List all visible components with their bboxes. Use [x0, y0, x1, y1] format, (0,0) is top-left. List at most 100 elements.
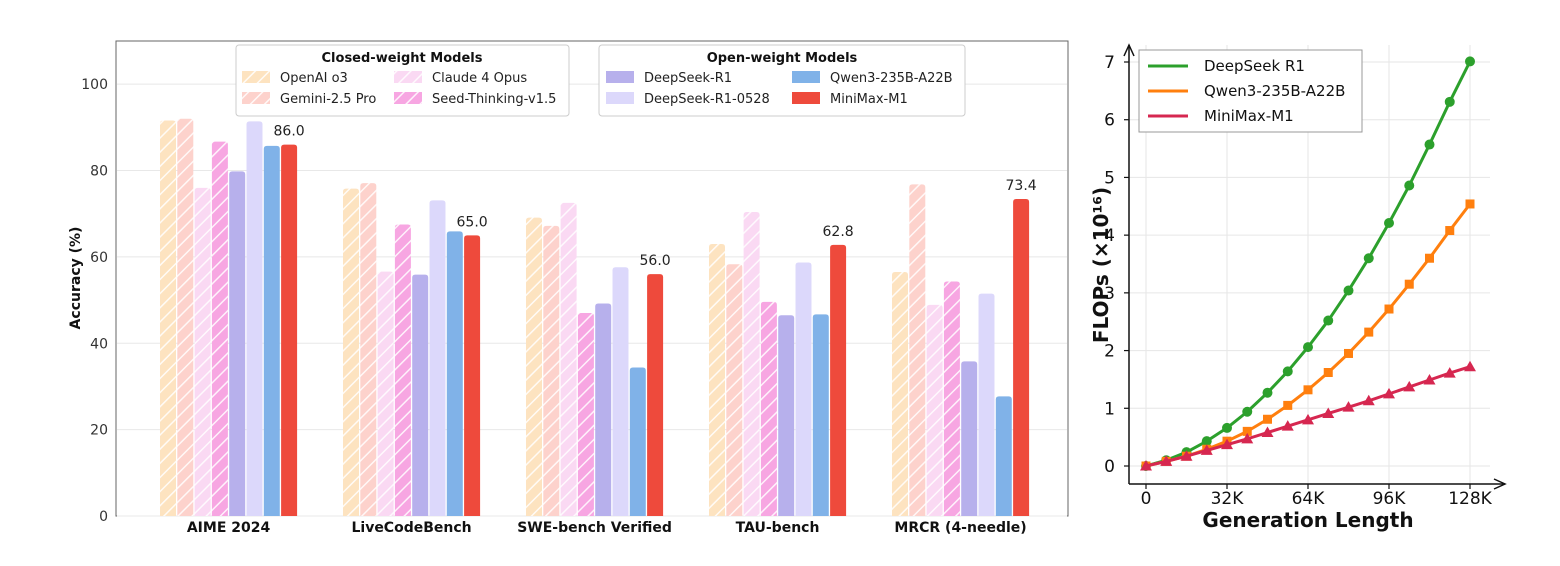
point-qwen3-235b-a22b	[1263, 414, 1272, 424]
point-qwen3-235b-a22b	[1242, 426, 1252, 436]
bar-data-label-swe-bench-verified: 56.0	[640, 253, 671, 269]
point-deepseek-r1	[1303, 342, 1313, 353]
legend-open-title: Open-weight Models	[707, 51, 858, 66]
legend-open-weight: Open-weight Models DeepSeek-R1 DeepSeek-R…	[598, 44, 966, 117]
bar-chart: 0 20 40 60 80 100 Accuracy (%) 86.0 65.0 56.0 62…	[68, 40, 1069, 536]
point-minimax-m1	[1241, 432, 1254, 444]
bar-category-label-mrcr-4-needle: MRCR (4-needle)	[894, 520, 1026, 536]
point-qwen3-235b-a22b	[1404, 279, 1414, 289]
point-minimax-m1	[1261, 426, 1274, 438]
point-minimax-m1	[1423, 374, 1436, 385]
bar-seed-thinking-v1-5-mrcr-4-needle	[943, 281, 960, 516]
point-deepseek-r1	[1384, 218, 1394, 229]
bar-y-tick-label: 100	[81, 77, 108, 93]
bar-deepseek-r1-aime-2024	[229, 171, 246, 516]
point-qwen3-235b-a22b	[1445, 226, 1455, 236]
bar-minimax-m1-livecodebench	[464, 235, 481, 516]
point-minimax-m1	[1200, 444, 1213, 455]
bar-claude-4-opus-tau-bench	[743, 212, 760, 516]
point-deepseek-r1	[1242, 406, 1253, 417]
bar-seed-thinking-v1-5-aime-2024	[211, 141, 228, 516]
point-minimax-m1	[1302, 413, 1314, 425]
point-minimax-m1	[1464, 360, 1476, 372]
point-deepseek-r1	[1262, 387, 1273, 398]
point-minimax-m1	[1160, 455, 1173, 466]
bar-y-tick-label: 20	[90, 423, 108, 439]
legend-label-gemini-2-5-pro: Gemini-2.5 Pro	[280, 92, 376, 107]
line-y-tick-label: 0	[1104, 457, 1115, 477]
legend-swatch-deepseek-r1-0528	[606, 92, 634, 104]
bar-qwen3-235b-a22b-livecodebench	[446, 231, 463, 516]
legend-open-frame	[598, 44, 966, 117]
bar-chart-y-axis-label: Accuracy (%)	[68, 227, 84, 330]
bar-deepseek-r1-mrcr-4-needle	[961, 361, 978, 516]
bar-chart-y-ticks: 0 20 40 60 80 100	[81, 77, 108, 525]
line-chart-x-ticks: 0 32K 64K 96K 128K	[1141, 484, 1493, 509]
bar-seed-thinking-v1-5-swe-bench-verified	[577, 313, 594, 516]
bar-deepseek-r1-tau-bench	[778, 315, 795, 516]
bar-gemini-2-5-pro-mrcr-4-needle	[909, 184, 926, 516]
point-minimax-m1	[1362, 394, 1375, 406]
bar-category-label-tau-bench: TAU-bench	[736, 520, 820, 536]
line-chart-y-axis-label: FLOPs (×10¹⁶)	[1089, 187, 1113, 343]
line-y-tick-label: 4	[1104, 226, 1115, 246]
point-qwen3-235b-a22b	[1364, 327, 1374, 337]
bar-gemini-2-5-pro-tau-bench	[726, 264, 743, 516]
bar-qwen3-235b-a22b-mrcr-4-needle	[995, 396, 1012, 516]
line-x-tick-label: 96K	[1373, 489, 1407, 509]
point-deepseek-r1	[1424, 139, 1435, 150]
bar-data-label-aime-2024: 86.0	[274, 124, 305, 140]
line-chart-x-axis-label: Generation Length	[1202, 508, 1413, 532]
line-chart-y-axis-arrow	[1123, 43, 1135, 57]
point-minimax-m1	[1443, 367, 1456, 378]
bar-deepseek-r1-0528-livecodebench	[429, 200, 446, 516]
bar-qwen3-235b-a22b-swe-bench-verified	[629, 367, 646, 516]
point-minimax-m1	[1342, 401, 1355, 412]
line-legend-label-qwen3-235b-a22b: Qwen3-235B-A22B	[1204, 82, 1345, 100]
line-legend-frame	[1138, 49, 1363, 133]
bar-chart-bars	[160, 118, 1030, 517]
line-y-tick-label: 5	[1104, 168, 1115, 188]
point-minimax-m1	[1180, 450, 1193, 461]
bar-minimax-m1-tau-bench	[830, 244, 847, 516]
line-x-tick-label: 64K	[1292, 489, 1326, 509]
bar-claude-4-opus-mrcr-4-needle	[926, 304, 943, 516]
legend-label-deepseek-r1: DeepSeek-R1	[644, 71, 732, 86]
bar-chart-categories: AIME 2024 LiveCodeBench SWE-bench Verified…	[187, 520, 1027, 536]
legend-label-seed-thinking-v1-5: Seed-Thinking-v1.5	[432, 92, 556, 107]
point-deepseek-r1	[1363, 253, 1374, 264]
bar-openai-o3-swe-bench-verified	[526, 217, 542, 516]
point-deepseek-r1	[1323, 315, 1334, 326]
point-minimax-m1	[1140, 460, 1152, 471]
legend-label-qwen3-235b-a22b: Qwen3-235B-A22B	[830, 71, 953, 86]
bar-openai-o3-mrcr-4-needle	[892, 272, 908, 516]
point-qwen3-235b-a22b	[1303, 385, 1313, 395]
point-minimax-m1	[1221, 438, 1233, 450]
line-legend-label-deepseek-r1: DeepSeek R1	[1204, 57, 1305, 75]
legend-closed-weight: Closed-weight Models OpenAI o3 Gemini-2.5…	[235, 44, 570, 117]
bar-claude-4-opus-livecodebench	[377, 271, 394, 516]
bar-y-tick-label: 40	[90, 336, 108, 352]
line-chart-x-axis-arrow	[1493, 478, 1507, 490]
line-x-tick-label: 128K	[1448, 489, 1492, 509]
bar-category-label-livecodebench: LiveCodeBench	[351, 520, 471, 536]
bar-data-label-tau-bench: 62.8	[823, 224, 854, 240]
point-deepseek-r1	[1404, 180, 1415, 191]
bar-category-label-swe-bench-verified: SWE-bench Verified	[517, 520, 672, 536]
bar-minimax-m1-swe-bench-verified	[647, 274, 664, 516]
bar-minimax-m1-aime-2024	[281, 144, 298, 517]
bar-y-tick-label: 60	[90, 250, 108, 266]
point-deepseek-r1	[1222, 422, 1232, 433]
bar-seed-thinking-v1-5-livecodebench	[394, 224, 411, 517]
legend-swatch-qwen3-235b-a22b	[792, 71, 820, 83]
bar-openai-o3-aime-2024	[160, 120, 176, 517]
line-chart-y-ticks: 0 1 2 3 4 5 6 7	[1104, 53, 1129, 477]
line-chart-legend: DeepSeek R1 Qwen3-235B-A22B MiniMax-M1	[1138, 49, 1363, 133]
legend-swatch-deepseek-r1	[606, 71, 634, 83]
bar-minimax-m1-mrcr-4-needle	[1013, 199, 1030, 516]
point-qwen3-235b-a22b	[1425, 253, 1434, 263]
bar-openai-o3-livecodebench	[343, 188, 359, 516]
legend-swatch-claude-4-opus	[394, 71, 422, 83]
bar-deepseek-r1-0528-aime-2024	[246, 121, 263, 517]
